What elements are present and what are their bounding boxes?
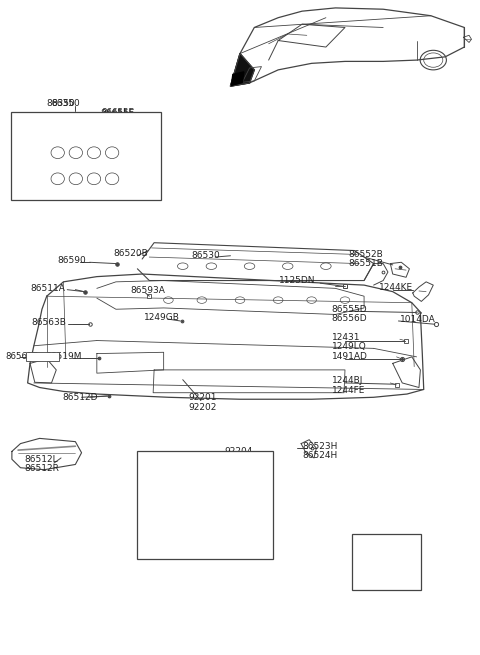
Bar bbox=[26, 352, 59, 362]
Bar bbox=[137, 451, 274, 559]
Text: 86520B: 86520B bbox=[114, 250, 148, 258]
Text: 1249LQ: 1249LQ bbox=[332, 342, 366, 351]
Polygon shape bbox=[231, 72, 244, 86]
Text: 1244KE: 1244KE bbox=[379, 282, 413, 291]
Polygon shape bbox=[230, 54, 254, 86]
Bar bbox=[11, 112, 161, 200]
Text: 86350: 86350 bbox=[47, 100, 75, 108]
Text: 86359: 86359 bbox=[16, 183, 45, 193]
Text: 86512R: 86512R bbox=[24, 464, 59, 473]
Text: 92201: 92201 bbox=[189, 394, 217, 402]
Text: 86524H: 86524H bbox=[302, 451, 337, 460]
Text: 86530: 86530 bbox=[192, 252, 220, 260]
Text: 92621: 92621 bbox=[182, 516, 210, 525]
Text: 86512L: 86512L bbox=[24, 455, 58, 464]
Bar bbox=[352, 534, 421, 590]
Text: 86350: 86350 bbox=[51, 100, 80, 108]
Text: 86552B: 86552B bbox=[349, 250, 384, 259]
Text: 92203: 92203 bbox=[225, 456, 253, 465]
Text: 86655E: 86655E bbox=[101, 109, 135, 118]
Text: 86511A: 86511A bbox=[30, 284, 65, 293]
Text: 86863F: 86863F bbox=[12, 150, 44, 159]
Text: 86561E: 86561E bbox=[5, 352, 38, 362]
Text: 1249GB: 1249GB bbox=[144, 312, 180, 322]
Text: 92204: 92204 bbox=[225, 447, 253, 456]
Text: 91214B: 91214B bbox=[152, 474, 186, 483]
Text: 86359: 86359 bbox=[16, 183, 43, 193]
Text: 1249NL: 1249NL bbox=[357, 539, 391, 548]
Text: 86556D: 86556D bbox=[332, 314, 367, 323]
Text: 1125DN: 1125DN bbox=[279, 276, 316, 285]
Text: 86555D: 86555D bbox=[332, 305, 367, 314]
Text: 86655E: 86655E bbox=[102, 108, 134, 117]
Text: 86523H: 86523H bbox=[302, 441, 337, 451]
Text: 86593A: 86593A bbox=[130, 286, 165, 295]
Text: 92202: 92202 bbox=[189, 403, 217, 411]
Text: 86551B: 86551B bbox=[349, 259, 384, 268]
Text: 1244BJ: 1244BJ bbox=[332, 377, 363, 386]
Text: 86519M: 86519M bbox=[45, 352, 82, 362]
Text: 86863F: 86863F bbox=[12, 149, 46, 159]
Text: 1244FE: 1244FE bbox=[332, 386, 365, 394]
Text: 18647: 18647 bbox=[154, 507, 183, 516]
Text: 12431: 12431 bbox=[332, 333, 360, 342]
Text: 86590: 86590 bbox=[58, 257, 86, 265]
Text: 86563B: 86563B bbox=[31, 318, 66, 328]
Text: 1491AD: 1491AD bbox=[332, 352, 368, 362]
Text: 86512D: 86512D bbox=[62, 393, 98, 402]
Text: 1014DA: 1014DA bbox=[400, 315, 436, 324]
